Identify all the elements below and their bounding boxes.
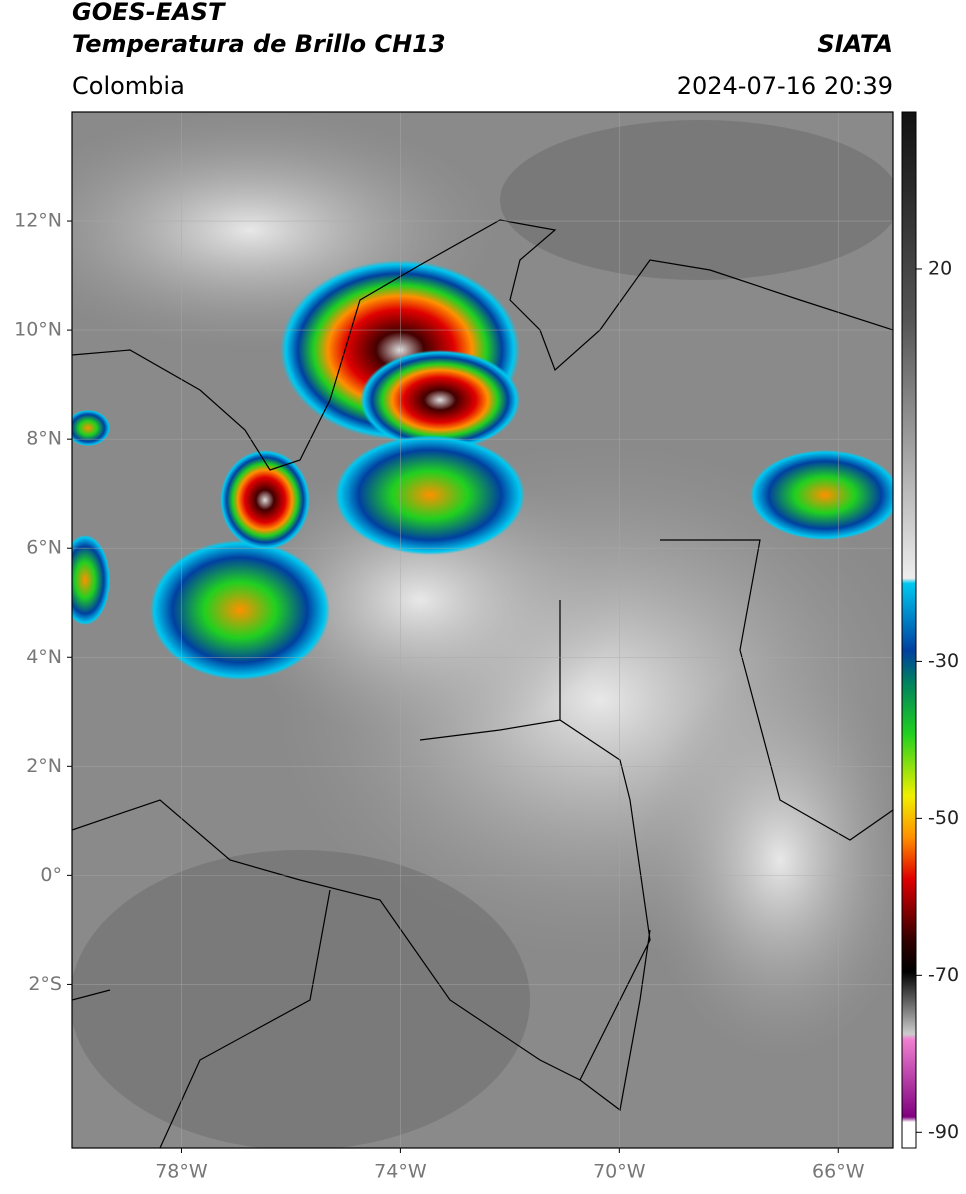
subtitle: Temperatura de Brillo CH13 (72, 30, 446, 58)
y-tick-label: 10°N (14, 319, 62, 341)
source: SIATA (817, 30, 893, 58)
region: Colombia (72, 72, 185, 100)
colorbar-tick-label: -90 (928, 1121, 959, 1143)
colorbar-tick-label: -30 (928, 650, 959, 672)
colorbar-tick-label: -50 (928, 807, 959, 829)
colorbar-tick-label: -70 (928, 964, 959, 986)
colorbar-tick-label: 20 (928, 257, 952, 279)
satellite-image (72, 112, 893, 1148)
x-tick-label: 66°W (812, 1161, 865, 1183)
y-tick-label: 2°N (26, 755, 62, 777)
x-tick-label: 74°W (374, 1161, 427, 1183)
y-tick-label: 12°N (14, 210, 62, 232)
x-tick-label: 70°W (593, 1161, 646, 1183)
x-tick-label: 78°W (155, 1161, 208, 1183)
y-tick-label: 4°N (26, 646, 62, 668)
y-tick-label: 8°N (26, 428, 62, 450)
graticule (72, 112, 893, 1148)
map-frame (71, 111, 894, 1149)
y-tick-label: 0° (40, 864, 62, 886)
title: GOES-EAST (72, 0, 226, 26)
colorbar (901, 111, 917, 1149)
datetime: 2024-07-16 20:39 (677, 72, 893, 100)
y-tick-label: 2°S (28, 973, 62, 995)
y-tick-label: 6°N (26, 537, 62, 559)
